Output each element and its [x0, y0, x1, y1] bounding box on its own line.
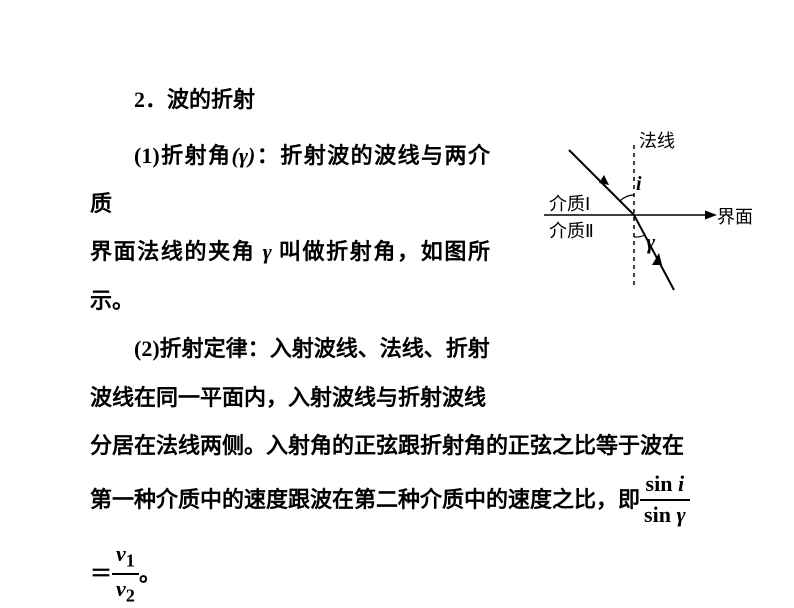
angle-i-arc: [620, 195, 634, 201]
frac1-den-a: sin: [644, 502, 676, 527]
part1-term: 折射角: [160, 143, 232, 168]
label-medium1: 介质Ⅰ: [549, 190, 590, 216]
incident-arrow: [599, 175, 609, 185]
label-normal: 法线: [639, 127, 675, 153]
frac1-num-a: sin: [646, 471, 678, 496]
frac2-num-sub: 1: [126, 550, 135, 570]
part1-colon: ：: [255, 143, 280, 168]
part1-label: (1): [134, 143, 160, 168]
part1-def-b: 界面法线的夹角: [90, 239, 263, 264]
frac1-num-b: i: [678, 471, 684, 496]
refraction-diagram: 法线 介质Ⅰ 介质Ⅱ 界面 i γ: [514, 125, 754, 305]
part2-line-b: 波线在同一平面内，入射波线与折射波线: [90, 385, 486, 410]
part1-symbol: (γ): [232, 143, 256, 168]
section-number: 2: [134, 87, 145, 112]
frac2-num: v: [116, 541, 126, 566]
part1-var: γ: [263, 239, 272, 264]
part2-line-d: 第一种介质中的速度跟波在第二种介质中的速度之比，即: [90, 476, 640, 524]
formula-period: 。: [139, 550, 161, 598]
frac2-den: v: [116, 576, 126, 601]
label-medium2: 介质Ⅱ: [549, 217, 594, 243]
part2-line-c: 分居在法线两侧。入射角的正弦跟折射角的正弦之比等于波在: [90, 433, 684, 458]
part2-line-a: 入射波线、法线、折射: [270, 336, 490, 361]
section-title: 波的折射: [167, 87, 255, 112]
angle-i-label: i: [636, 173, 642, 196]
angle-gamma-arc: [634, 235, 645, 237]
part2-colon: ：: [248, 336, 270, 361]
frac1-den-b: γ: [676, 502, 685, 527]
frac2-den-sub: 2: [126, 585, 135, 605]
part2-term: 折射定律: [160, 336, 248, 361]
label-interface: 界面: [717, 203, 753, 229]
part2-label: (2): [134, 336, 160, 361]
fraction-v: v1 v2: [112, 540, 139, 608]
angle-gamma-label: γ: [646, 229, 655, 255]
fraction-sin: sin i sin γ: [640, 470, 690, 529]
formula-eq: ＝: [90, 550, 112, 598]
